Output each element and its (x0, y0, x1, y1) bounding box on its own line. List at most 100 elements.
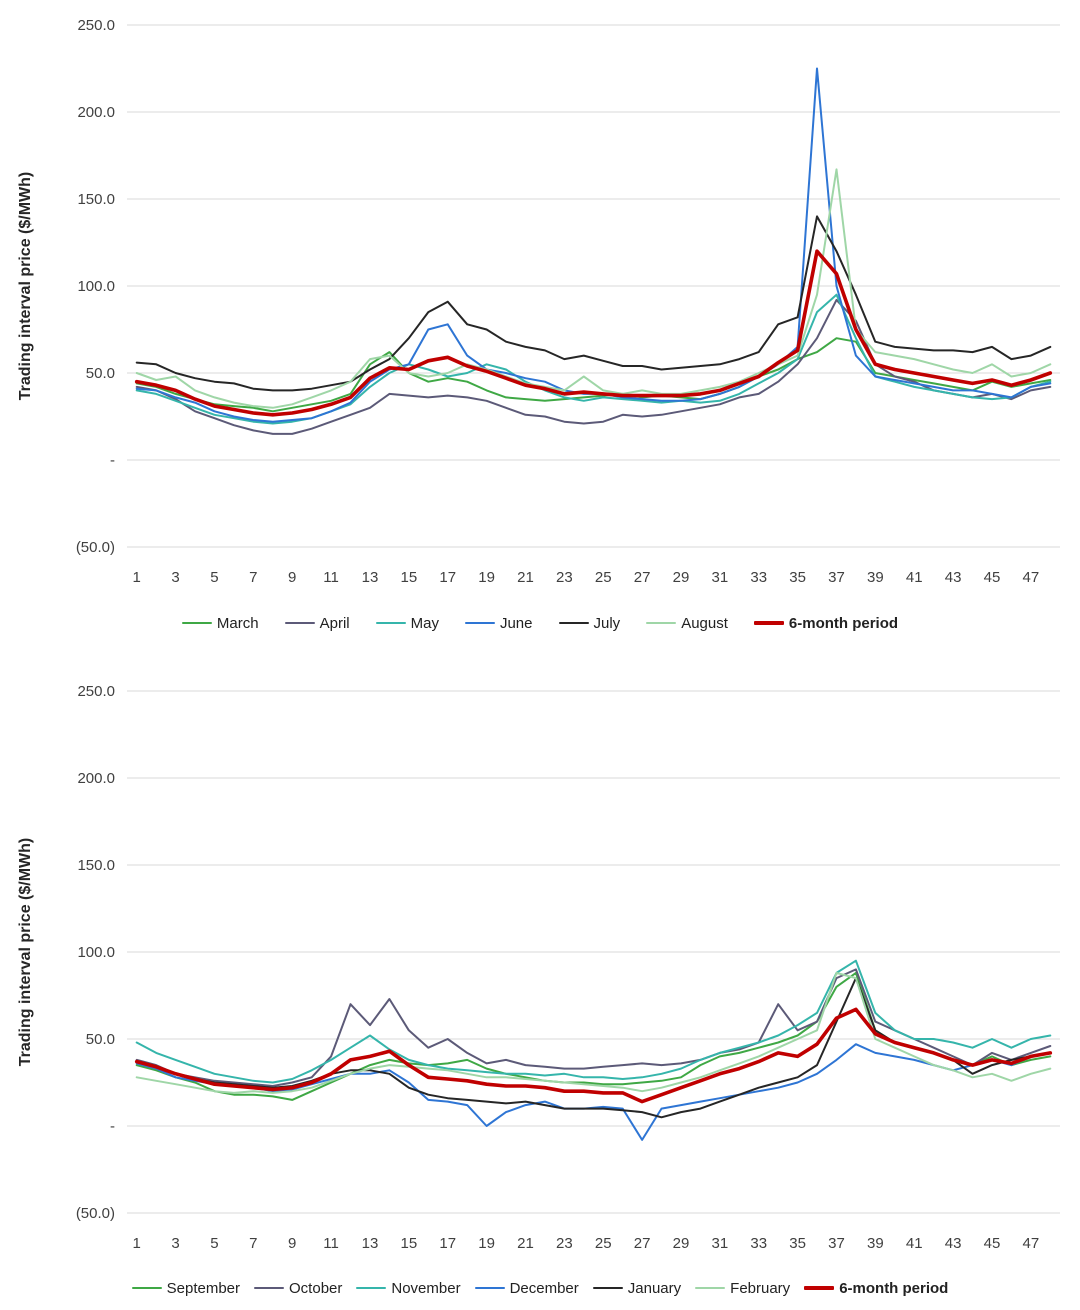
legend-label-august: August (681, 614, 728, 632)
legend-label-september: September (166, 1279, 241, 1297)
x-tick-label: 3 (171, 569, 179, 586)
x-tick-label: 41 (906, 569, 923, 586)
y-tick-label: - (110, 452, 115, 469)
x-tick-label: 5 (210, 1235, 218, 1252)
x-tick-label: 41 (906, 1235, 923, 1252)
x-tick-label: 19 (478, 1235, 495, 1252)
legend-item-6-month-period: 6-month period (753, 615, 898, 632)
series-line-november (135, 959, 1052, 1084)
chart-block-second-half-year: 250.0 200.0 150.0 100.0 50.0- (50.0) 1 3 5 7 9 11 13… (0, 646, 1080, 1310)
x-tick-label: 35 (789, 569, 806, 586)
y-tick-label: 200.0 (77, 104, 115, 121)
legend-line-sample-6-month-period (804, 1286, 835, 1290)
x-tick-label: 33 (750, 569, 767, 586)
x-tick-label: 33 (750, 1235, 767, 1252)
legend-label-november: November (391, 1279, 461, 1297)
legend-item-december: December (474, 1279, 579, 1297)
series-line-6-month-period (134, 1007, 1053, 1104)
x-tick-label: 11 (323, 569, 339, 586)
x-tick-label: 31 (712, 1235, 729, 1252)
legend-item-june: June (464, 614, 533, 632)
y-tick-label: 200.0 (77, 770, 115, 787)
y-tick-label: 100.0 (77, 278, 115, 295)
y-tick-label: 100.0 (77, 944, 115, 961)
x-tick-label: 9 (288, 1235, 296, 1252)
legend-line-sample-march (181, 621, 212, 625)
legend-label-6-month-period: 6-month period (839, 1279, 949, 1297)
legend-label-december: December (509, 1279, 579, 1297)
series-line-july (135, 215, 1052, 392)
x-tick-label: 39 (867, 569, 884, 586)
legend-label-january: January (627, 1279, 682, 1297)
series-line-april (135, 298, 1052, 435)
legend-line-sample-february (695, 1286, 726, 1290)
x-tick-label: 5 (210, 569, 218, 586)
x-tick-label: 45 (984, 1235, 1001, 1252)
x-tick-label: 23 (556, 569, 573, 586)
x-tick-label: 37 (828, 569, 845, 586)
y-tick-label: 250.0 (77, 17, 115, 34)
legend-line-sample-august (646, 621, 677, 625)
y-tick-label: 150.0 (77, 857, 115, 874)
x-tick-label: 47 (1023, 569, 1040, 586)
x-tick-label: 37 (828, 1235, 845, 1252)
series-line-october (135, 968, 1052, 1087)
x-tick-label: 17 (439, 1235, 456, 1252)
legend-item-january: January (592, 1279, 682, 1297)
x-tick-label: 35 (789, 1235, 806, 1252)
x-tick-label: 29 (673, 1235, 690, 1252)
y-tick-label: 150.0 (77, 191, 115, 208)
x-tick-label: 13 (362, 1235, 379, 1252)
x-tick-label: 27 (634, 569, 651, 586)
legend-label-april: April (319, 614, 350, 632)
legend-line-sample-june (464, 621, 495, 625)
legend-line-sample-july (558, 621, 589, 625)
x-tick-label: 31 (712, 569, 729, 586)
x-tick-label: 21 (517, 1235, 534, 1252)
x-tick-label: 45 (984, 569, 1001, 586)
legend-item-april: April (284, 614, 350, 632)
x-tick-label: 19 (478, 569, 495, 586)
x-tick-label: 7 (249, 1235, 257, 1252)
x-tick-label: 15 (401, 569, 418, 586)
legend-line-sample-september (131, 1286, 162, 1290)
series-line-august (135, 168, 1052, 409)
x-tick-label: 15 (401, 1235, 418, 1252)
x-tick-label: 3 (171, 1235, 179, 1252)
x-tick-label: 27 (634, 1235, 651, 1252)
legend-line-sample-december (474, 1286, 505, 1290)
x-tick-label: 25 (595, 569, 612, 586)
x-tick-label: 1 (133, 569, 141, 586)
x-tick-label: 17 (439, 569, 456, 586)
legend-line-sample-january (592, 1286, 623, 1290)
legend-item-october: October (254, 1280, 342, 1297)
legend-label-october: October (289, 1279, 343, 1297)
legend-item-6-month-period: 6-month period (804, 1280, 948, 1297)
legend-item-march: March (181, 615, 259, 632)
legend-line-sample-november (356, 1286, 387, 1290)
legend-item-july: July (558, 615, 620, 632)
first-half-year-chart: 250.0 200.0 150.0 100.0 50.0- (50.0) 1 3 5 7 9 11 13… (0, 0, 1080, 600)
series-line-may (135, 293, 1052, 425)
series-line-june (135, 67, 1052, 423)
second-half-year-legend: September October November December January F… (0, 1264, 1080, 1310)
legend-label-june: June (499, 614, 533, 632)
first-half-year-legend: March April May June July August 6-month perio… (0, 600, 1080, 646)
legend-label-may: May (410, 614, 439, 632)
x-tick-label: 21 (517, 569, 534, 586)
x-tick-label: 23 (556, 1235, 573, 1252)
series-line-september (135, 971, 1052, 1101)
x-tick-label: 43 (945, 1235, 962, 1252)
x-tick-label: 47 (1023, 1235, 1040, 1252)
legend-line-sample-october (254, 1286, 285, 1290)
x-tick-label: 1 (133, 1235, 141, 1252)
legend-item-august: August (646, 615, 728, 632)
y-tick-label: - (110, 1118, 115, 1135)
x-tick-label: 13 (362, 569, 379, 586)
y-tick-label: 250.0 (77, 683, 115, 700)
legend-line-sample-may (375, 621, 406, 625)
legend-label-february: February (730, 1279, 791, 1297)
x-tick-label: 25 (595, 1235, 612, 1252)
